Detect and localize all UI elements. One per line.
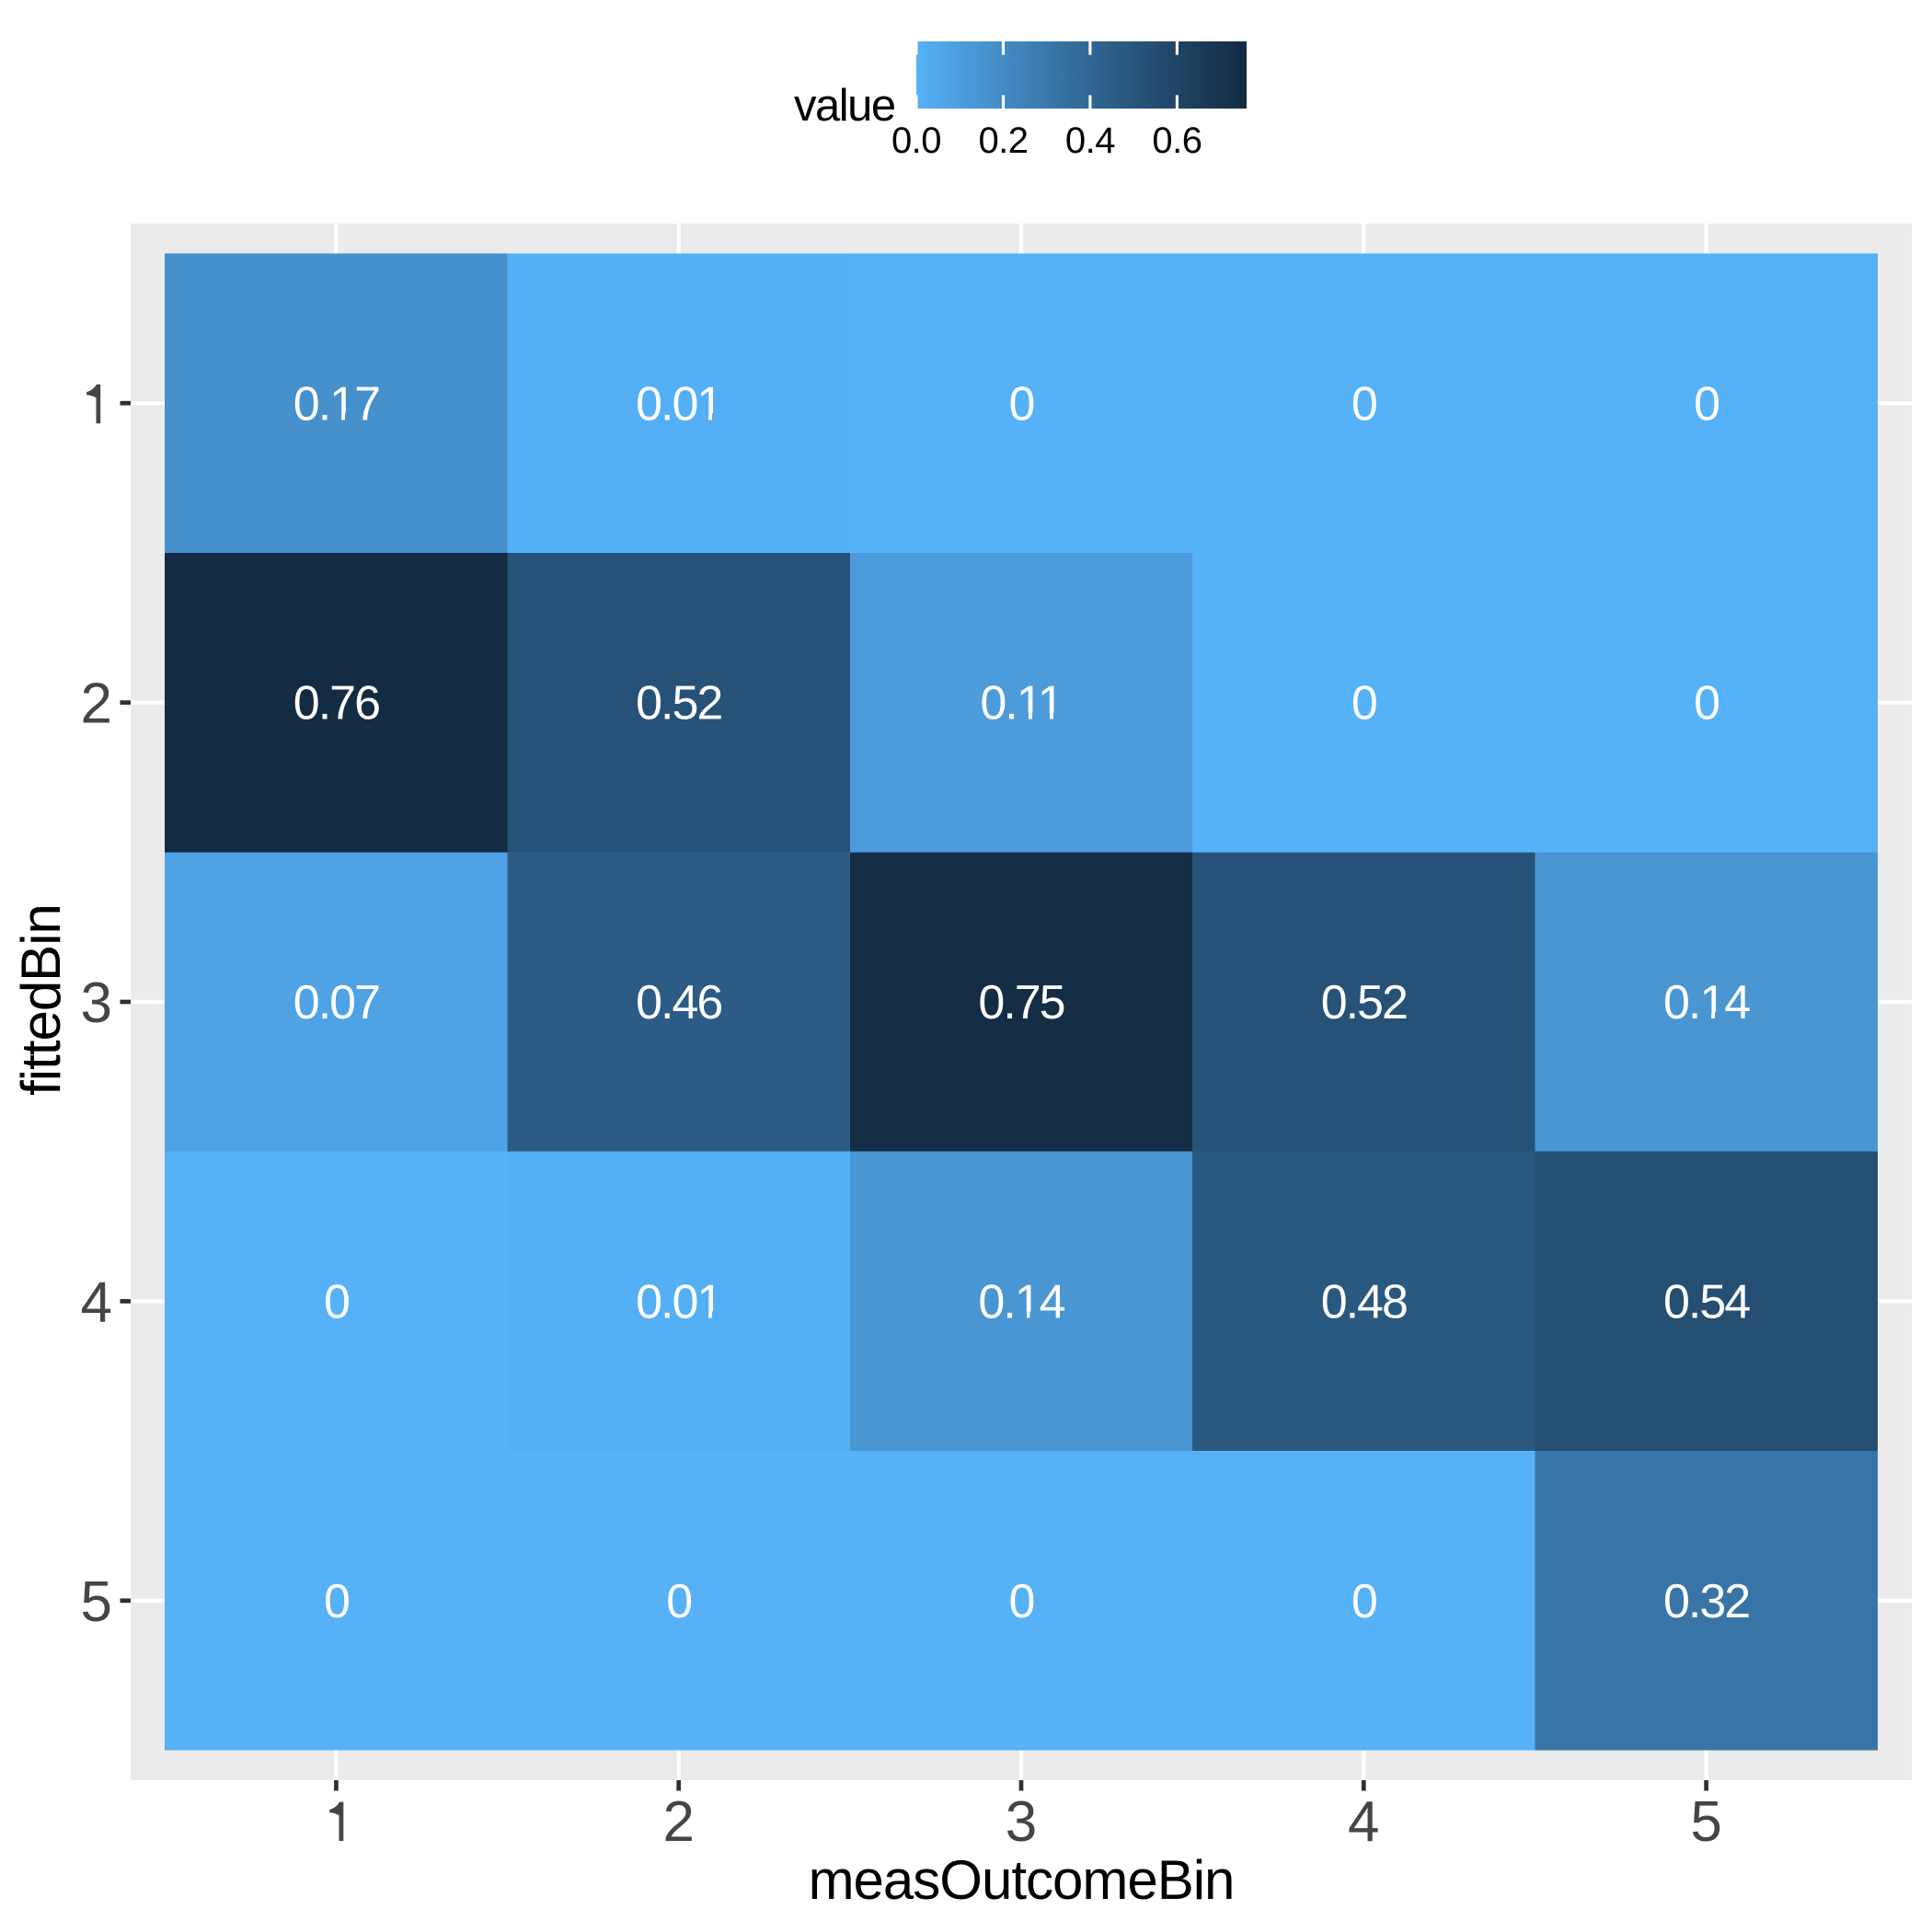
svg-text:0: 0: [666, 1575, 691, 1628]
svg-text:0: 0: [324, 1575, 349, 1628]
svg-text:3: 3: [1006, 1790, 1037, 1854]
svg-text:2: 2: [662, 1790, 694, 1854]
svg-text:0.54: 0.54: [1663, 1276, 1750, 1329]
svg-text:0.76: 0.76: [293, 677, 379, 730]
svg-text:0.17: 0.17: [293, 377, 379, 431]
svg-text:0.0: 0.0: [891, 121, 941, 161]
svg-text:0.14: 0.14: [978, 1276, 1064, 1329]
svg-text:0: 0: [1351, 1575, 1376, 1628]
svg-text:4: 4: [81, 1271, 112, 1334]
svg-text:0: 0: [1694, 377, 1719, 431]
svg-text:0.2: 0.2: [978, 121, 1028, 161]
svg-text:2: 2: [81, 673, 112, 736]
svg-text:0: 0: [1009, 377, 1034, 431]
svg-text:0.46: 0.46: [636, 976, 721, 1029]
svg-text:0.48: 0.48: [1321, 1276, 1407, 1329]
svg-text:5: 5: [1690, 1790, 1721, 1854]
svg-text:0.01: 0.01: [636, 1276, 721, 1329]
svg-text:0.52: 0.52: [636, 677, 721, 730]
svg-text:0.52: 0.52: [1321, 976, 1407, 1029]
svg-text:0.32: 0.32: [1663, 1575, 1749, 1628]
svg-text:0.4: 0.4: [1065, 121, 1115, 161]
svg-text:4: 4: [1348, 1790, 1379, 1854]
svg-text:0.14: 0.14: [1663, 976, 1750, 1029]
svg-text:0: 0: [1351, 677, 1376, 730]
svg-text:0: 0: [1694, 677, 1719, 730]
svg-text:0.75: 0.75: [978, 976, 1064, 1029]
svg-text:0.01: 0.01: [636, 377, 721, 431]
svg-text:fittedBin: fittedBin: [10, 904, 72, 1096]
svg-text:3: 3: [81, 972, 112, 1035]
svg-text:0.11: 0.11: [980, 677, 1062, 730]
svg-text:5: 5: [81, 1570, 112, 1634]
svg-text:measOutcomeBin: measOutcomeBin: [809, 1849, 1235, 1911]
svg-text:0: 0: [324, 1276, 349, 1329]
svg-text:0: 0: [1009, 1575, 1034, 1628]
svg-text:0.07: 0.07: [293, 976, 379, 1029]
svg-text:0: 0: [1351, 377, 1376, 431]
svg-text:0.6: 0.6: [1152, 121, 1202, 161]
svg-text:value: value: [794, 81, 895, 131]
